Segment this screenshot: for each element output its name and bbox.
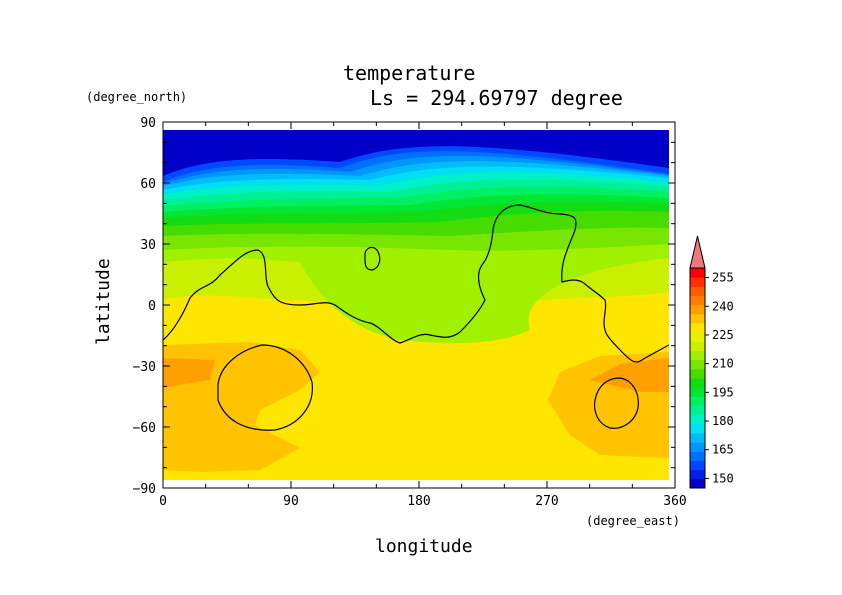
y-tick-label: 30 <box>140 238 156 253</box>
x-axis-label: longitude <box>375 536 473 557</box>
x-tick-label: 0 <box>159 494 167 509</box>
colorbar-swatch <box>690 451 705 461</box>
colorbar-swatch <box>690 387 705 397</box>
y-tick-label: −30 <box>133 360 156 375</box>
colorbar-label: 165 <box>712 443 734 457</box>
contour-basin-left <box>217 344 313 431</box>
colorbar-swatch <box>690 323 705 333</box>
warm-core-left <box>163 358 215 388</box>
colorbar-frame <box>689 267 706 489</box>
band-145 <box>163 130 669 176</box>
colorbar: 150 165 180 195 210 225 240 255 <box>689 235 734 489</box>
colorbar-label: 195 <box>712 385 734 399</box>
x-tick-label: 90 <box>283 494 299 509</box>
colorbar-swatch <box>690 368 705 379</box>
x-axis-ticks: 0 90 180 270 360 <box>159 122 687 509</box>
colorbar-extend-arrow <box>689 235 706 269</box>
x-tick-label: 360 <box>663 494 686 509</box>
colorbar-swatch <box>690 350 705 361</box>
colorbar-label: 225 <box>712 328 734 342</box>
y-tick-label: −90 <box>133 482 156 497</box>
colorbar-swatch <box>690 277 705 287</box>
y-tick-label: 60 <box>140 177 156 192</box>
chart-subtitle: Ls = 294.69797 degree <box>370 86 623 110</box>
colorbar-swatch <box>690 378 705 388</box>
colorbar-swatch <box>690 460 705 471</box>
y-axis-label: latitude <box>93 258 114 345</box>
colorbar-swatch <box>690 423 705 434</box>
colorbar-swatch <box>690 469 705 480</box>
x-tick-label: 180 <box>407 494 430 509</box>
warm-core-right <box>590 358 669 392</box>
colorbar-swatch <box>690 313 705 324</box>
colorbar-swatch <box>690 405 705 416</box>
y-tick-label: 0 <box>148 299 156 314</box>
topography-contour <box>163 204 669 363</box>
colorbar-label: 150 <box>712 471 734 485</box>
colorbar-swatch <box>690 433 705 443</box>
colorbar-label: 240 <box>712 299 734 313</box>
colorbar-swatch <box>690 332 705 342</box>
temperature-field <box>163 130 669 480</box>
colorbar-swatch <box>690 478 705 489</box>
colorbar-swatch <box>690 359 705 370</box>
colorbar-swatch <box>690 414 705 425</box>
y-tick-label: −60 <box>133 421 156 436</box>
colorbar-swatch <box>690 442 705 452</box>
colorbar-swatch <box>690 341 705 351</box>
colorbar-swatch <box>690 268 705 278</box>
colorbar-swatch <box>690 396 705 406</box>
x-axis-unit: (degree_east) <box>586 514 680 528</box>
chart-title: temperature <box>343 61 476 85</box>
colorbar-label: 210 <box>712 357 734 371</box>
contour-basin-right <box>593 377 639 429</box>
y-tick-label: 90 <box>140 116 156 131</box>
colorbar-swatch <box>690 304 705 315</box>
x-tick-label: 270 <box>535 494 558 509</box>
colorbar-swatch <box>690 286 705 296</box>
contour-island <box>364 246 381 271</box>
colorbar-label: 255 <box>712 271 734 285</box>
colorbar-swatch <box>690 295 705 306</box>
colorbar-label: 180 <box>712 414 734 428</box>
y-axis-unit: (degree_north) <box>86 90 188 104</box>
y-axis-ticks: 90 60 30 0 −30 −60 −90 <box>133 116 675 497</box>
